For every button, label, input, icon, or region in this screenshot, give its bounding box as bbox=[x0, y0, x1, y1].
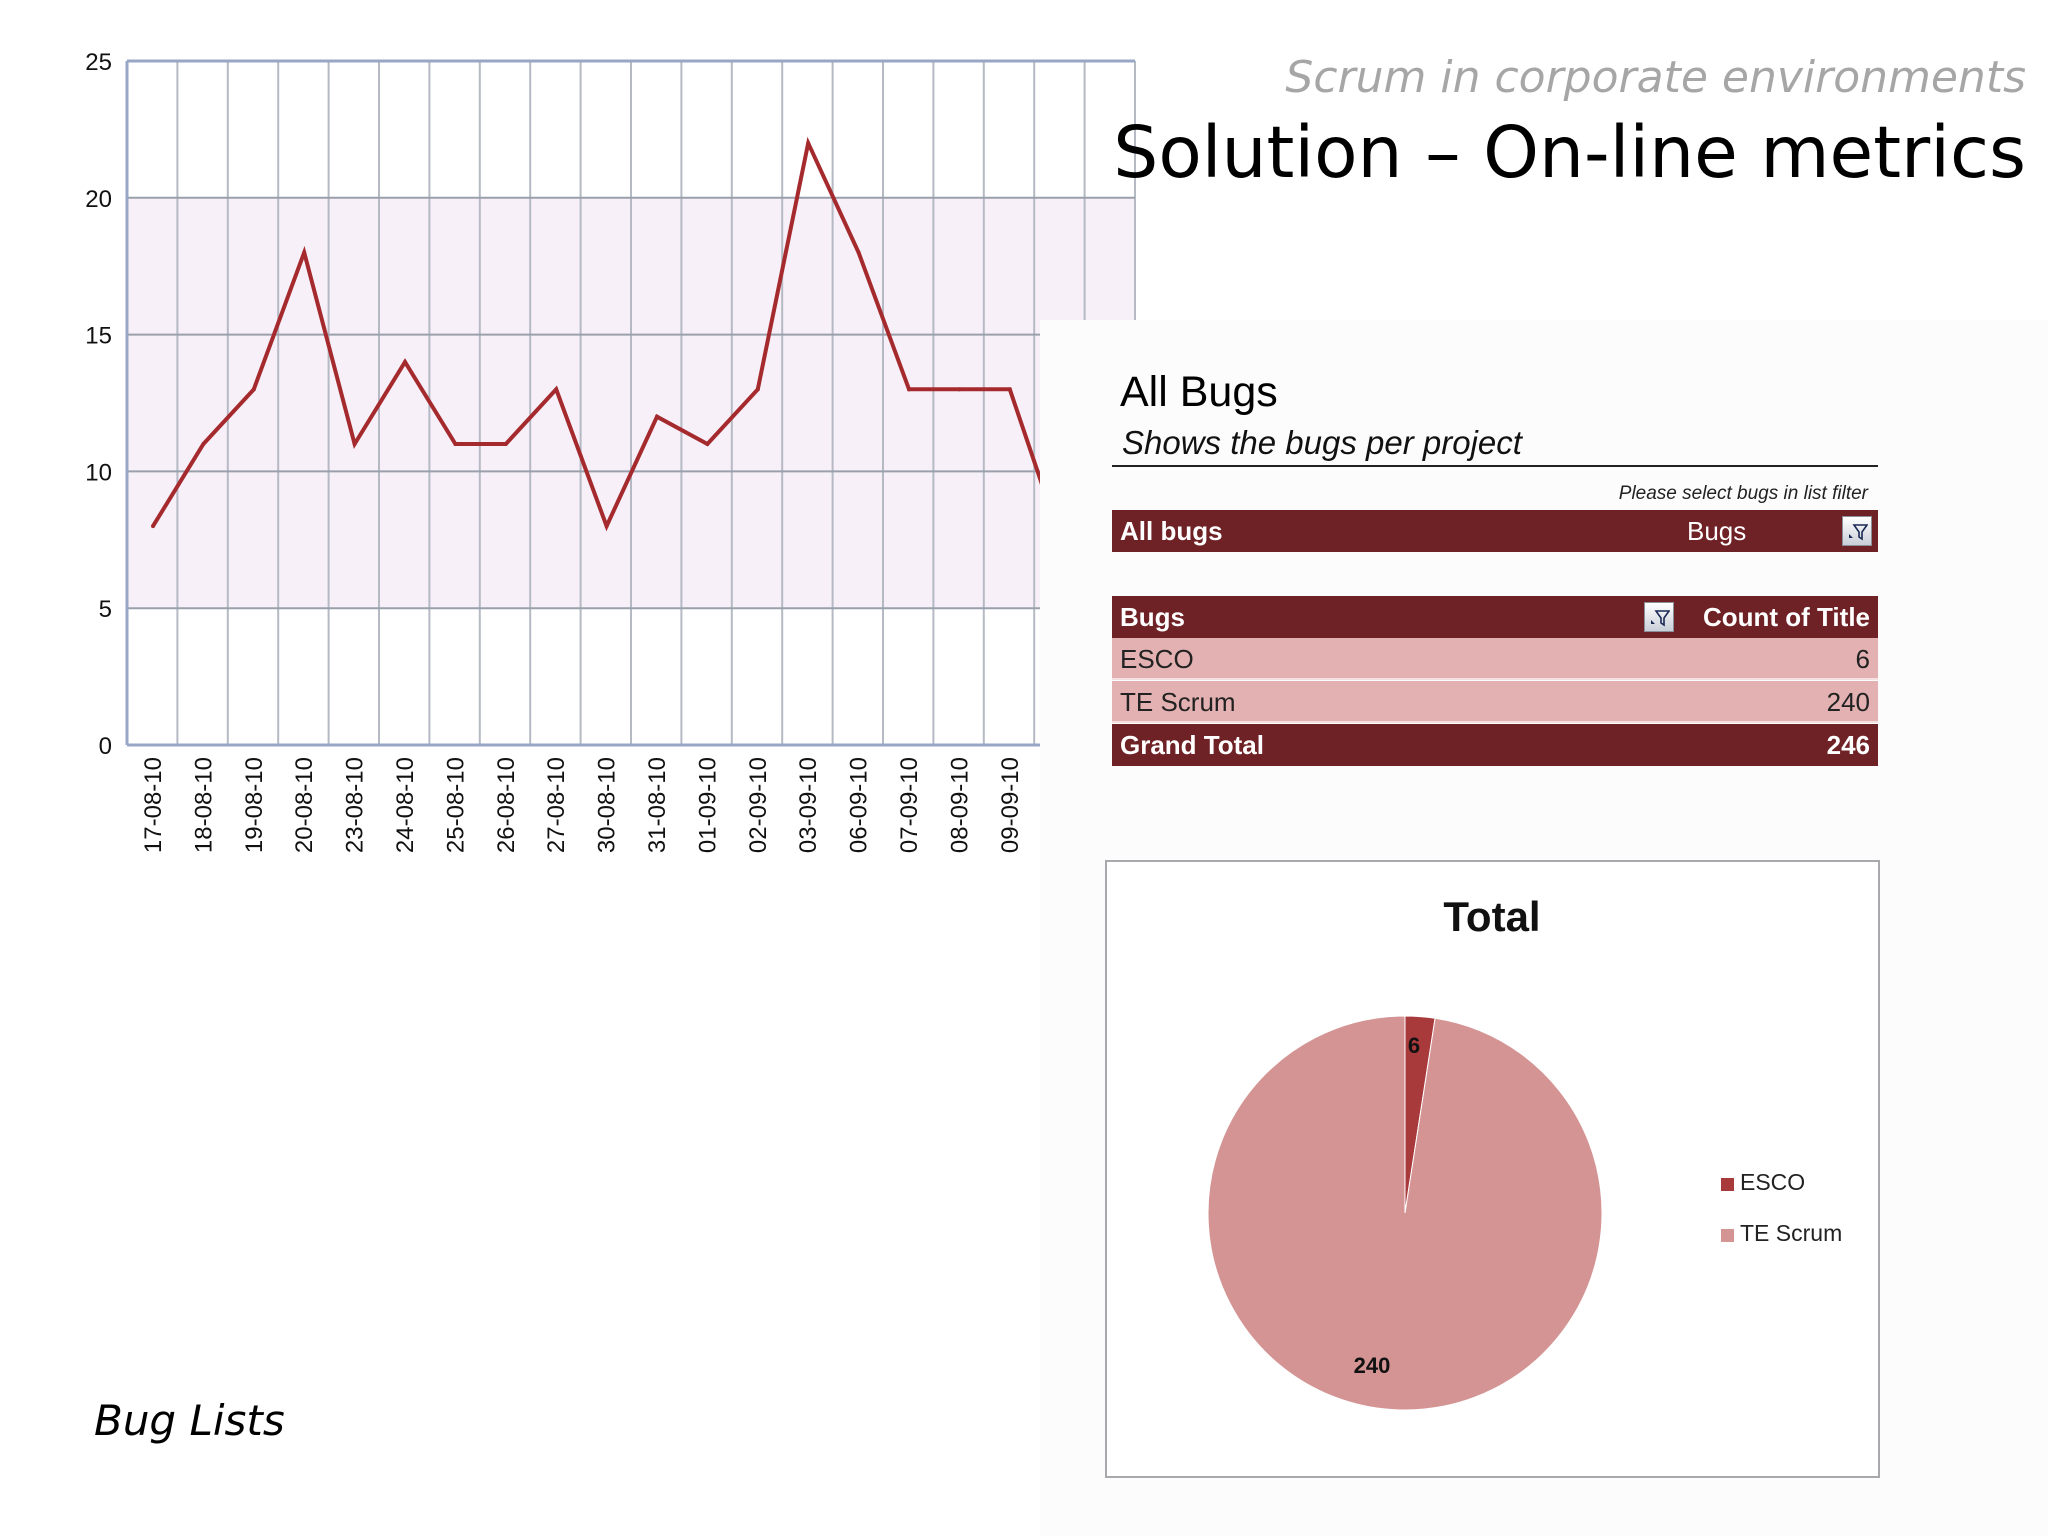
bug-trend-line-chart: 0 5 10 15 20 25 17-08-10 18-08-10 19-08-10 20-08-… bbox=[85, 49, 1136, 853]
data-point bbox=[655, 414, 659, 419]
y-tick-label: 5 bbox=[99, 596, 112, 623]
x-tick-label: 27-08-10 bbox=[543, 757, 570, 853]
x-tick-label: 30-08-10 bbox=[594, 757, 621, 853]
pivot-filter-button[interactable] bbox=[1644, 602, 1674, 632]
pie-slice-te-scrum bbox=[1207, 1015, 1603, 1411]
filter-hint: Please select bugs in list filter bbox=[1618, 483, 1868, 504]
pivot-total-value: 246 bbox=[1826, 730, 1870, 760]
filter-icon bbox=[1849, 524, 1868, 541]
pivot-grand-total-row: Grand Total 246 bbox=[1112, 724, 1878, 766]
legend-label: ESCO bbox=[1740, 1169, 1805, 1195]
filter-dropdown-button[interactable] bbox=[1842, 516, 1872, 546]
x-tick-label: 07-09-10 bbox=[896, 757, 923, 853]
data-point bbox=[806, 141, 811, 146]
y-tick-label: 0 bbox=[99, 733, 112, 760]
x-tick-label: 19-08-10 bbox=[241, 757, 268, 853]
data-point bbox=[705, 442, 710, 447]
y-tick-label: 20 bbox=[85, 186, 112, 213]
data-point bbox=[755, 387, 760, 392]
legend-swatch bbox=[1721, 1178, 1734, 1191]
y-tick-label: 15 bbox=[85, 323, 112, 350]
x-tick-label: 24-08-10 bbox=[392, 757, 419, 853]
slide-caption: Bug Lists bbox=[94, 1396, 285, 1445]
x-tick-label: 08-09-10 bbox=[946, 757, 973, 853]
x-tick-label: 26-08-10 bbox=[493, 757, 520, 853]
data-point bbox=[453, 442, 458, 447]
pie-data-label: 240 bbox=[1354, 1353, 1391, 1378]
data-point bbox=[251, 387, 256, 392]
x-tick-label: 06-09-10 bbox=[846, 757, 873, 853]
pie-data-label: 6 bbox=[1408, 1033, 1420, 1058]
legend-swatch bbox=[1721, 1229, 1734, 1242]
x-tick-label: 01-09-10 bbox=[694, 757, 721, 853]
filter-icon bbox=[1651, 610, 1670, 627]
filter-row-label: All bugs bbox=[1120, 516, 1223, 546]
pivot-header-value-label: Count of Title bbox=[1702, 602, 1870, 632]
pivot-row-value: 240 bbox=[1826, 687, 1870, 717]
x-tick-label: 09-09-10 bbox=[997, 757, 1024, 853]
x-tick-label: 02-09-10 bbox=[745, 757, 772, 853]
x-tick-label: 17-08-10 bbox=[140, 757, 167, 853]
report-description: Shows the bugs per project bbox=[1122, 424, 1522, 461]
pivot-header-row: Bugs Count of Title bbox=[1112, 596, 1878, 638]
filter-row-value: Bugs bbox=[1687, 516, 1747, 546]
data-point bbox=[856, 250, 861, 255]
data-point bbox=[907, 387, 911, 392]
data-point bbox=[403, 359, 407, 364]
data-point bbox=[554, 387, 559, 392]
pivot-row-label: TE Scrum bbox=[1120, 687, 1236, 717]
pivot-row-label: ESCO bbox=[1120, 644, 1194, 674]
data-point bbox=[201, 442, 206, 447]
data-point bbox=[151, 524, 155, 529]
pivot-row-esco: ESCO 6 bbox=[1112, 638, 1878, 680]
report-divider bbox=[1112, 465, 1878, 467]
x-tick-label: 20-08-10 bbox=[291, 757, 318, 853]
x-tick-label: 03-09-10 bbox=[795, 757, 822, 853]
data-point bbox=[503, 442, 508, 447]
x-tick-label: 18-08-10 bbox=[190, 757, 217, 853]
filter-row: All bugs Bugs bbox=[1112, 510, 1878, 552]
report-heading: All Bugs bbox=[1120, 368, 1278, 416]
bugs-per-project-pie-chart: Total 6 240 ESCO TE Scrum bbox=[1105, 860, 1880, 1478]
pie-title: Total bbox=[1443, 893, 1540, 940]
slide-title: Solution – On-line metrics bbox=[1113, 111, 2026, 194]
pivot-row-value: 6 bbox=[1855, 644, 1870, 674]
x-tick-label: 31-08-10 bbox=[644, 757, 671, 853]
pivot-row-te-scrum: TE Scrum 240 bbox=[1112, 681, 1878, 723]
data-point bbox=[957, 387, 962, 392]
y-tick-label: 10 bbox=[85, 459, 112, 486]
data-point bbox=[604, 524, 609, 529]
legend-label: TE Scrum bbox=[1740, 1220, 1842, 1246]
pivot-header-label: Bugs bbox=[1120, 602, 1185, 632]
y-tick-label: 25 bbox=[85, 49, 112, 76]
data-point bbox=[352, 442, 357, 447]
x-tick-label: 23-08-10 bbox=[342, 757, 369, 853]
data-point bbox=[1007, 387, 1012, 392]
slide-subtitle: Scrum in corporate environments bbox=[1285, 52, 2026, 103]
pivot-total-label: Grand Total bbox=[1120, 730, 1264, 760]
data-point bbox=[302, 250, 307, 255]
x-tick-label: 25-08-10 bbox=[442, 757, 469, 853]
